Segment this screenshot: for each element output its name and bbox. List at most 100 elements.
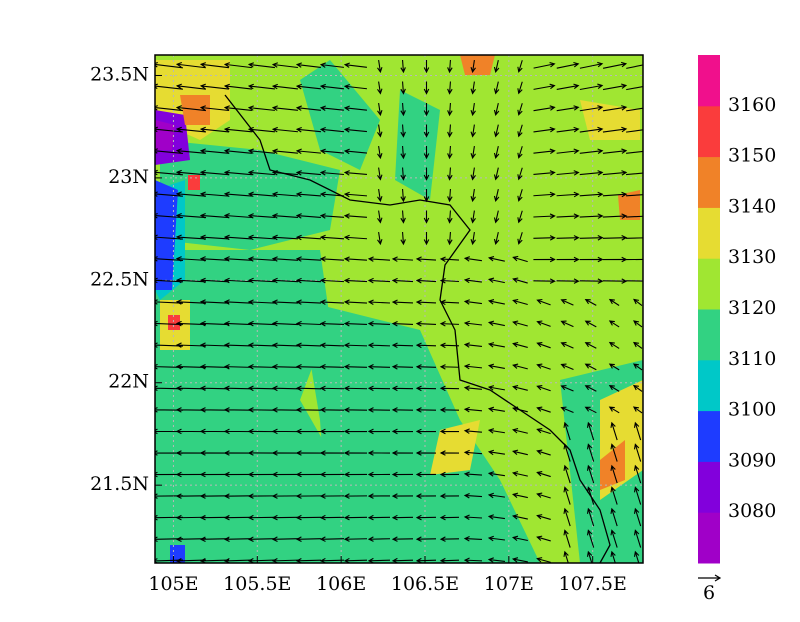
- wind-arrow: [400, 81, 406, 95]
- wind-arrow: [271, 514, 299, 521]
- wind-arrow: [343, 514, 368, 521]
- wind-arrow: [391, 277, 414, 284]
- wind-arrow: [626, 150, 643, 154]
- wind-arrow: [271, 342, 299, 348]
- wind-arrow: [415, 256, 437, 262]
- wind-arrow: [319, 407, 345, 413]
- wind-arrow: [199, 277, 230, 284]
- wind-arrow: [463, 492, 483, 499]
- wind-arrow: [556, 61, 580, 69]
- wind-arrow: [447, 231, 453, 246]
- wind-arrow: [625, 172, 643, 176]
- wind-arrow: [319, 213, 345, 219]
- wind-arrow: [415, 342, 437, 349]
- wind-arrow: [271, 320, 299, 327]
- wind-arrow: [602, 213, 628, 219]
- x-tick-label: 105E: [148, 573, 198, 595]
- wind-arrow: [367, 256, 391, 262]
- wind-arrow: [560, 385, 574, 392]
- wind-arrow: [423, 60, 430, 74]
- colorbar-label: 3150: [728, 145, 776, 167]
- wind-arrow: [517, 60, 523, 73]
- wind-arrow: [463, 363, 483, 370]
- wind-arrow: [155, 126, 183, 133]
- colorbar-label: 3140: [728, 195, 776, 217]
- wind-arrow: [319, 493, 345, 499]
- wind-arrow: [295, 493, 322, 499]
- wind-arrow: [439, 428, 460, 435]
- wind-arrow: [319, 277, 345, 284]
- wind-arrow: [626, 129, 643, 133]
- wind-arrow: [584, 342, 597, 349]
- wind-arrow: [271, 213, 299, 219]
- wind-arrow: [586, 464, 595, 484]
- wind-arrow: [560, 342, 574, 349]
- wind-arrow: [533, 213, 556, 219]
- wind-arrow: [343, 385, 368, 392]
- wind-arrow: [439, 450, 460, 456]
- wind-arrow: [391, 299, 414, 305]
- wind-arrow: [415, 493, 437, 499]
- wind-arrow: [199, 299, 230, 305]
- wind-arrow: [633, 529, 642, 548]
- wind-arrow: [223, 277, 253, 284]
- wind-arrow: [470, 167, 476, 181]
- wind-arrow: [512, 320, 528, 327]
- wind-arrow: [247, 105, 275, 111]
- wind-arrow: [367, 342, 391, 349]
- wind-arrow: [367, 385, 391, 392]
- wind-arrow: [463, 320, 483, 327]
- wind-arrow: [295, 105, 321, 111]
- wind-arrow: [391, 557, 414, 563]
- wind-arrow: [223, 450, 253, 456]
- wind-arrow: [439, 342, 460, 349]
- wind-arrow: [556, 126, 580, 133]
- wind-arrow: [175, 83, 206, 90]
- wind-arrow: [512, 428, 528, 434]
- wind-arrow: [602, 191, 628, 198]
- wind-arrow: [447, 81, 453, 95]
- wind-arrow: [223, 83, 252, 90]
- wind-arrow: [295, 83, 321, 90]
- wind-arrow: [584, 320, 597, 328]
- wind-arrow: [247, 299, 276, 305]
- wind-arrow: [247, 514, 276, 521]
- wind-arrow: [487, 535, 506, 542]
- wind-arrow: [423, 210, 430, 224]
- wind-arrow: [247, 320, 276, 327]
- wind-arrow: [632, 341, 643, 349]
- wind-arrow: [584, 299, 597, 306]
- wind-arrow: [470, 145, 476, 160]
- wind-arrow: [223, 148, 252, 154]
- wind-arrow: [487, 449, 505, 456]
- wind-arrow: [487, 256, 505, 262]
- wind-arrow: [155, 256, 184, 262]
- wind-arrow: [271, 536, 299, 542]
- wind-arrow: [343, 320, 368, 327]
- wind-arrow: [533, 126, 556, 133]
- wind-arrow: [223, 191, 253, 198]
- y-tick-label: 23.5N: [90, 63, 149, 85]
- wind-arrow: [633, 486, 642, 505]
- wind-arrow: [512, 277, 528, 284]
- wind-arrow: [247, 83, 275, 90]
- wind-arrow: [391, 321, 414, 327]
- wind-arrow: [556, 191, 580, 198]
- wind-arrow: [415, 277, 437, 284]
- wind-arrow: [470, 59, 476, 74]
- map-frame: [154, 54, 644, 564]
- reference-arrow: [698, 574, 722, 582]
- wind-arrow: [439, 493, 460, 499]
- wind-arrow: [563, 507, 571, 527]
- wind-arrow: [560, 299, 574, 306]
- wind-arrow: [247, 450, 276, 456]
- wind-arrow: [247, 493, 276, 499]
- wind-arrow: [602, 83, 628, 91]
- wind-arrow: [579, 191, 604, 198]
- wind-arrow: [439, 385, 460, 392]
- wind-arrow: [175, 342, 207, 348]
- wind-arrow: [560, 363, 574, 371]
- wind-arrow: [155, 105, 183, 112]
- wind-arrow: [271, 148, 298, 154]
- wind-arrow: [295, 385, 322, 392]
